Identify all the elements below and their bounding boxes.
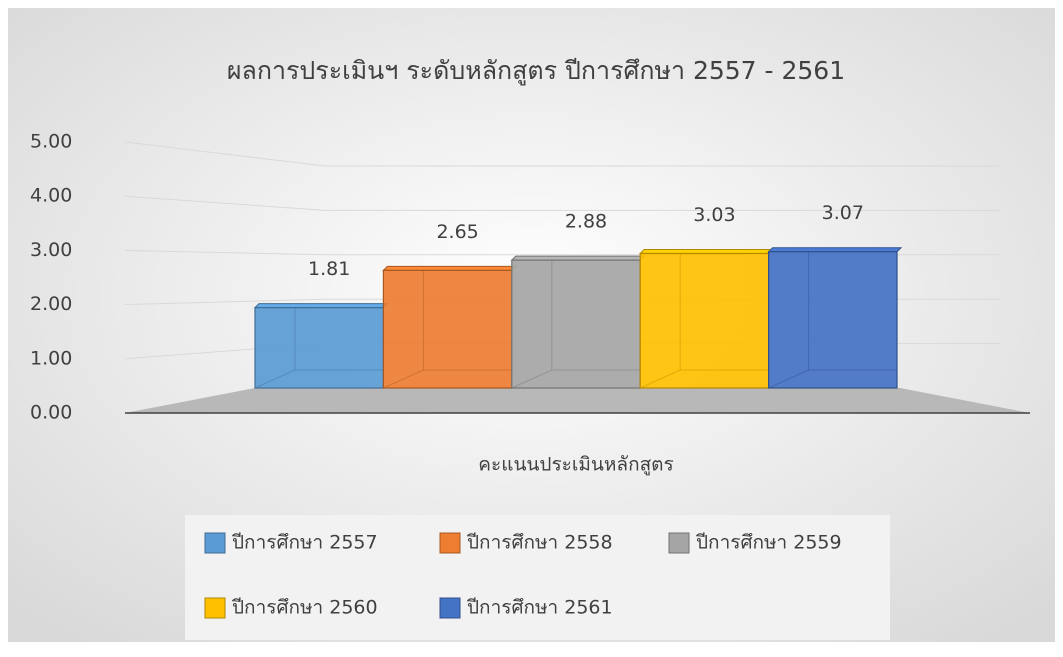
legend-swatch [668,532,690,554]
y-tick-label: 1.00 [30,347,72,369]
grid-line [124,141,1000,167]
bar-top [253,303,389,309]
bar-edge [639,369,681,389]
legend-swatch [204,532,226,554]
bar-top [638,248,774,254]
legend-label: ปีการศึกษา 2559 [695,532,841,554]
floor [125,388,1030,413]
legend-swatch [204,597,226,619]
legend-label: ปีการศึกษา 2557 [231,532,377,554]
chart-title: ผลการประเมินฯ ระดับหลักสูตร ปีการศึกษา 2… [227,56,845,86]
y-tick-label: 4.00 [30,185,72,207]
grid-line [124,195,1000,211]
bar-edge [511,369,553,389]
legend-label: ปีการศึกษา 2560 [231,597,377,619]
y-tick-label: 3.00 [30,239,72,261]
bar-edge [383,369,424,389]
value-label: 1.81 [308,258,350,280]
bar [254,307,384,389]
bar-top [510,255,646,261]
bar [767,251,898,389]
legend-label: ปีการศึกษา 2558 [466,532,612,554]
bar [382,269,513,389]
legend-swatch [439,597,461,619]
bar-edge [768,369,809,389]
legend-label: ปีการศึกษา 2561 [466,597,612,619]
bar-top [767,247,903,253]
value-label: 2.65 [436,221,478,243]
x-category-label: คะแนนประเมินหลักสูตร [478,454,673,476]
y-tick-label: 0.00 [30,402,72,424]
value-label: 3.07 [822,202,864,224]
legend-swatch [439,532,461,554]
bar [511,259,641,389]
value-label: 3.03 [693,204,735,226]
bar-edge [254,369,296,389]
legend [185,515,890,640]
y-tick-label: 2.00 [30,293,72,315]
y-tick-label: 5.00 [30,131,72,153]
value-label: 2.88 [565,211,607,233]
bar [639,252,770,389]
